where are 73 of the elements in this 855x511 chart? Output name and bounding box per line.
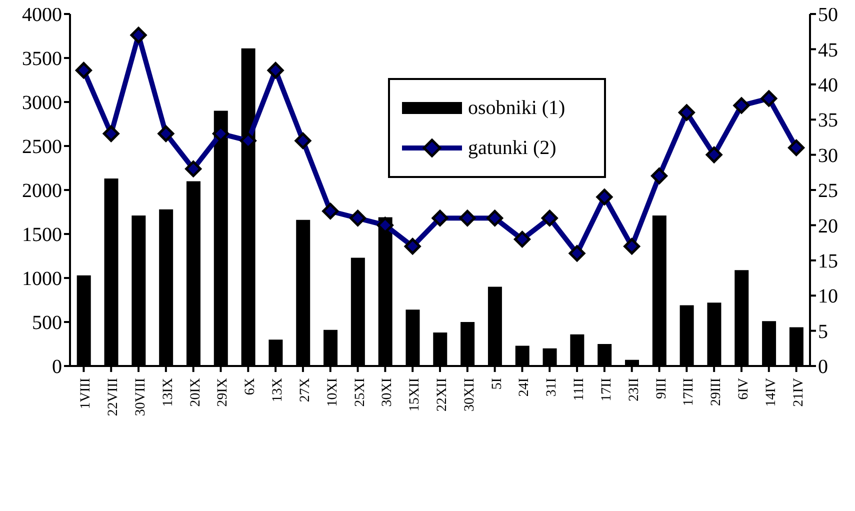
y2-tick-label: 10 (818, 286, 838, 308)
x-tick-label: 1VIII (78, 378, 94, 410)
x-tick-label: 9III (654, 378, 670, 399)
point (651, 168, 668, 184)
point (294, 132, 312, 149)
legend-label: gatunki (2) (468, 136, 556, 160)
x-tick-label: 22XII (435, 378, 450, 412)
point (322, 202, 339, 220)
point (596, 188, 613, 206)
x-tick-label: 24I (517, 378, 532, 397)
point (788, 140, 805, 156)
legend-label: osobniki (1) (468, 96, 566, 120)
point (624, 238, 640, 255)
point (459, 210, 476, 226)
x-tick-label: 31I (544, 378, 560, 397)
x-tick-label: 6IV (736, 378, 752, 400)
y-tick-label: 0 (52, 356, 62, 378)
point (404, 238, 421, 255)
y2-tick-label: 40 (818, 74, 838, 96)
x-tick-label: 13IX (160, 378, 176, 407)
y-tick-label: 3500 (22, 48, 62, 70)
y-tick-label: 2000 (22, 180, 62, 202)
point (267, 62, 284, 79)
y2-tick-label: 30 (818, 144, 838, 167)
y-tick-label: 2500 (22, 136, 62, 158)
point (706, 146, 722, 164)
x-tick-label: 30XI (380, 378, 396, 407)
x-tick-label: 6X (243, 378, 258, 396)
y-tick-label: 3000 (22, 92, 62, 114)
x-tick-label: 17II (599, 378, 614, 402)
x-tick-label: 21IV (791, 378, 806, 407)
x-tick-label: 20IX (188, 378, 204, 407)
point (678, 104, 695, 121)
x-tick-label: 15XII (408, 378, 423, 412)
y2-tick-label: 15 (818, 250, 838, 272)
x-tick-label: 17III (682, 378, 697, 406)
point (350, 210, 366, 226)
x-tick-label: 10XI (325, 378, 340, 407)
x-tick-label: 30XII (462, 378, 478, 412)
x-tick-label: 11II (572, 378, 588, 401)
y2-tick-label: 25 (818, 180, 838, 202)
y-tick-label: 1500 (22, 224, 62, 246)
point (75, 62, 92, 79)
x-tick-label: 22VIII (106, 378, 122, 416)
y-tick-label: 4000 (22, 4, 62, 26)
point (733, 97, 750, 114)
x-tick-label: 13X (270, 378, 286, 402)
point (130, 26, 147, 44)
x-tick-label: 23II (626, 378, 642, 402)
point (185, 160, 202, 178)
point (102, 125, 120, 142)
x-tick-label: 29III (709, 378, 724, 406)
y2-tick-label: 45 (818, 39, 838, 62)
y2-tick-label: 0 (818, 356, 828, 378)
point (760, 90, 778, 107)
point (541, 210, 558, 226)
x-tick-label: 25XI (352, 378, 368, 407)
point (158, 125, 174, 142)
y2-tick-label: 5 (818, 320, 828, 343)
point (568, 245, 586, 262)
x-tick-label: 29IX (216, 378, 231, 407)
y-tick-label: 1000 (22, 268, 62, 290)
x-tick-label: 30VIII (134, 378, 149, 416)
point (486, 210, 504, 226)
point (514, 231, 530, 248)
y2-tick-label: 20 (818, 215, 838, 238)
y-tick-label: 500 (32, 312, 62, 334)
x-tick-label: 14IV (764, 378, 779, 407)
y2-tick-label: 35 (818, 110, 838, 132)
x-tick-label: 27X (298, 378, 313, 402)
point (432, 210, 448, 226)
y2-tick-label: 50 (818, 4, 838, 26)
x-tick-label: 5I (490, 378, 505, 390)
